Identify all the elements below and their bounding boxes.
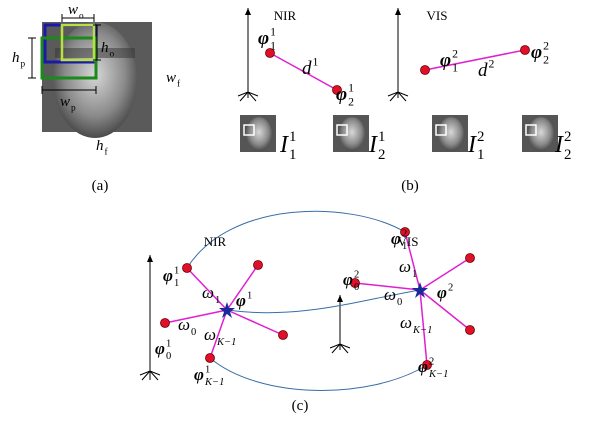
math-base: w	[166, 70, 176, 86]
math-base: φ	[336, 84, 347, 105]
label: VIS	[427, 8, 448, 23]
figure: (a)(b)(c)NIRVISNIRVISwohohpwpwfhfφ11d1φ1…	[0, 0, 600, 423]
math-base: d	[478, 60, 488, 81]
math-sup: 1	[348, 81, 354, 94]
thumb-face	[246, 117, 272, 151]
math-base: ω	[399, 257, 411, 276]
math-sub: K−1	[412, 325, 432, 336]
math-base: φ	[391, 229, 401, 248]
math-sub: 0	[354, 282, 359, 293]
math-sub: o	[79, 12, 84, 22]
math-base: w	[60, 94, 70, 110]
math-sub: K−1	[428, 369, 448, 380]
math-base: ω	[400, 313, 412, 332]
math-sup: 1	[378, 129, 385, 145]
math-base: φ	[437, 283, 447, 302]
math-base: φ	[258, 28, 269, 49]
math-base: φ	[155, 339, 165, 358]
label: (c)	[292, 398, 309, 414]
math-sub: 2	[543, 54, 549, 67]
math-sub: 1	[174, 278, 179, 289]
math-sub: 1	[452, 62, 458, 75]
thumb-face	[438, 117, 464, 151]
math-sup: 2	[477, 129, 484, 145]
math-base: ω	[202, 283, 214, 302]
math-sup: 2	[564, 129, 571, 145]
math-base: I	[279, 132, 289, 158]
math-sub: 1	[289, 147, 296, 163]
math-base: φ	[194, 365, 204, 384]
math-sub: 1	[270, 40, 276, 53]
math-base: ω	[178, 315, 190, 334]
math-sub: f	[105, 147, 109, 158]
math-sub: p	[71, 104, 76, 114]
math-sub: p	[21, 60, 26, 70]
math-sup: 1	[247, 290, 252, 301]
thumb-face	[339, 117, 365, 151]
math-base: h	[96, 138, 104, 154]
math-sub: f	[177, 79, 181, 90]
math-sub: 1	[412, 269, 417, 280]
math-sup: 1	[313, 55, 319, 68]
math-sub: 0	[397, 297, 402, 308]
math-sup: 2	[489, 57, 495, 70]
math-sup: 2	[429, 356, 434, 367]
math-sub: K−1	[216, 337, 236, 348]
math-sup: 1	[270, 25, 276, 38]
math-base: h	[12, 50, 20, 66]
math-base: φ	[236, 291, 246, 310]
math-base: φ	[531, 42, 542, 63]
math-sub: 2	[378, 147, 385, 163]
math-base: ω	[204, 325, 216, 344]
math-base: w	[68, 2, 78, 18]
math-base: φ	[163, 266, 173, 285]
math-sub: 1	[215, 295, 220, 306]
math-sub: 0	[191, 327, 196, 338]
math-base: φ	[343, 270, 353, 289]
math-sup: 2	[448, 282, 453, 293]
math-sub: 2	[564, 147, 571, 163]
math-base: I	[554, 132, 564, 158]
label: NIR	[274, 8, 297, 23]
math-sup: 2	[402, 228, 407, 239]
thumb-face	[528, 117, 554, 151]
math-sup: 2	[354, 269, 359, 280]
math-base: I	[467, 132, 477, 158]
math-sup: 2	[452, 47, 458, 60]
math-sub: K−1	[204, 377, 224, 388]
math-base: φ	[418, 357, 428, 376]
math-sub: 0	[166, 351, 171, 362]
math-sup: 1	[289, 129, 296, 145]
math-base: d	[302, 58, 312, 79]
math-base: ω	[384, 285, 396, 304]
math-sup: 1	[174, 265, 179, 276]
label: (a)	[92, 178, 109, 194]
math-sub: 2	[348, 96, 354, 109]
math-sup: 1	[205, 364, 210, 375]
math-sub: 1	[402, 241, 407, 252]
math-sup: 1	[166, 338, 171, 349]
math-sub: o	[110, 50, 115, 60]
math-base: I	[368, 132, 378, 158]
label: NIR	[204, 234, 227, 249]
math-base: φ	[440, 50, 451, 71]
math-base: h	[101, 40, 109, 56]
math-sup: 2	[543, 39, 549, 52]
math-sub: 1	[477, 147, 484, 163]
label: (b)	[401, 178, 419, 194]
